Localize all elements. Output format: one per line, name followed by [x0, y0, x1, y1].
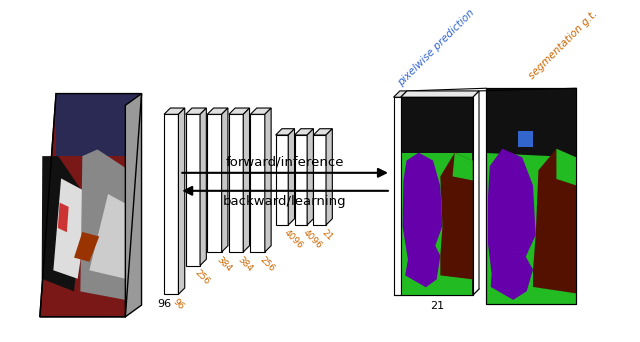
Polygon shape	[452, 153, 473, 180]
Polygon shape	[42, 156, 84, 291]
Polygon shape	[207, 108, 228, 114]
Text: 96: 96	[172, 297, 186, 312]
Polygon shape	[250, 114, 265, 252]
Polygon shape	[229, 108, 250, 114]
Polygon shape	[294, 135, 307, 225]
Polygon shape	[125, 94, 141, 317]
Polygon shape	[314, 129, 332, 135]
Text: 256: 256	[258, 255, 276, 273]
Polygon shape	[440, 153, 473, 279]
Polygon shape	[164, 114, 179, 294]
Polygon shape	[488, 149, 536, 300]
Polygon shape	[294, 129, 314, 135]
Polygon shape	[58, 202, 68, 232]
Text: pixelwise prediction: pixelwise prediction	[396, 8, 477, 88]
Text: 96: 96	[157, 299, 171, 309]
Polygon shape	[250, 108, 271, 114]
Text: segmentation g.t.: segmentation g.t.	[527, 9, 599, 81]
Polygon shape	[276, 135, 288, 225]
Polygon shape	[394, 97, 401, 295]
Polygon shape	[40, 94, 141, 317]
Polygon shape	[90, 194, 137, 279]
Polygon shape	[401, 91, 479, 97]
Polygon shape	[164, 108, 185, 114]
Polygon shape	[186, 114, 200, 265]
Polygon shape	[473, 91, 479, 295]
Polygon shape	[221, 108, 228, 252]
Text: forward/inference: forward/inference	[225, 155, 344, 168]
Polygon shape	[533, 149, 576, 293]
Polygon shape	[207, 114, 221, 252]
Polygon shape	[265, 108, 271, 252]
Polygon shape	[179, 108, 185, 294]
Polygon shape	[243, 108, 250, 252]
Polygon shape	[314, 135, 326, 225]
Polygon shape	[53, 179, 90, 279]
Text: 21: 21	[429, 301, 444, 311]
Polygon shape	[394, 91, 407, 97]
Text: 384: 384	[214, 255, 233, 273]
Polygon shape	[200, 108, 206, 265]
Polygon shape	[326, 129, 332, 225]
Polygon shape	[403, 153, 442, 287]
Text: 4096: 4096	[282, 228, 305, 250]
Text: 4096: 4096	[301, 228, 323, 250]
Polygon shape	[74, 232, 99, 262]
Polygon shape	[401, 97, 473, 295]
Polygon shape	[401, 97, 473, 153]
Polygon shape	[186, 108, 206, 114]
Text: 384: 384	[236, 255, 255, 273]
Polygon shape	[276, 129, 294, 135]
Polygon shape	[288, 129, 294, 225]
Polygon shape	[486, 88, 576, 157]
Polygon shape	[56, 94, 141, 156]
Text: 256: 256	[193, 268, 211, 287]
Text: 21: 21	[320, 228, 334, 242]
Polygon shape	[486, 88, 576, 304]
Polygon shape	[229, 114, 243, 252]
Polygon shape	[81, 149, 141, 300]
Text: backward/learning: backward/learning	[223, 195, 346, 208]
Polygon shape	[518, 131, 533, 146]
Polygon shape	[556, 149, 576, 185]
Polygon shape	[307, 129, 314, 225]
